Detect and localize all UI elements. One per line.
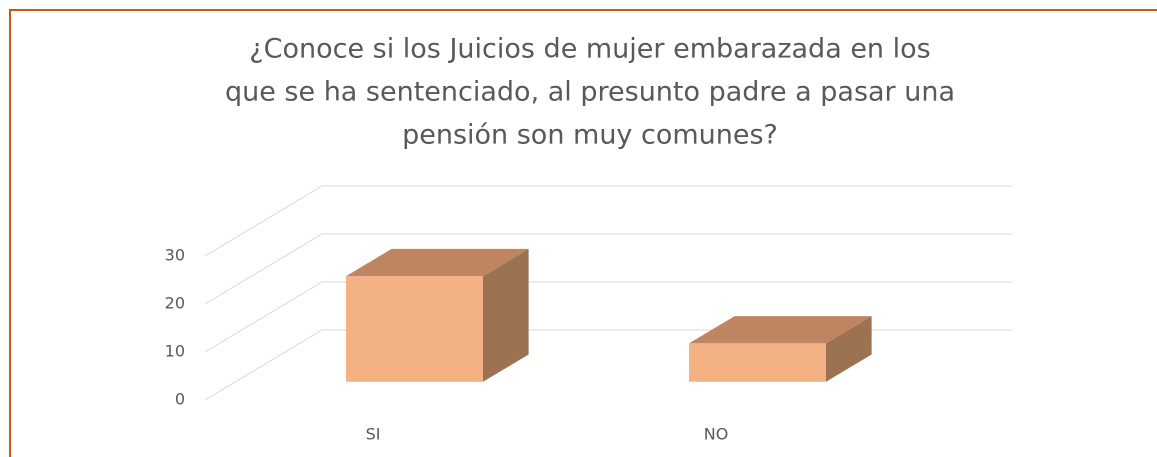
grid-line — [204, 329, 1012, 401]
bar-front — [346, 276, 483, 382]
bar-top — [689, 316, 872, 344]
chart-title: pensión son muy comunes? — [402, 120, 778, 151]
y-tick-label: 0 — [175, 390, 185, 409]
grid-line — [204, 233, 1012, 305]
grid-line — [204, 185, 1012, 257]
bar — [689, 316, 872, 382]
y-tick-label: 10 — [165, 342, 185, 361]
chart-title: ¿Conoce si los Juicios de mujer embaraza… — [249, 34, 930, 65]
frame — [9, 9, 1157, 457]
x-tick-label: NO — [704, 425, 729, 444]
y-tick-label: 30 — [165, 246, 185, 265]
x-tick-label: SI — [366, 425, 381, 444]
y-tick-label: 20 — [165, 294, 185, 313]
bar-side — [483, 248, 529, 382]
bar — [346, 248, 529, 382]
grid-line — [204, 281, 1012, 353]
bar-side — [826, 316, 872, 382]
chart-title: que se ha sentenciado, al presunto padre… — [225, 77, 955, 108]
bar-top — [346, 248, 529, 277]
bar-front — [689, 343, 826, 382]
